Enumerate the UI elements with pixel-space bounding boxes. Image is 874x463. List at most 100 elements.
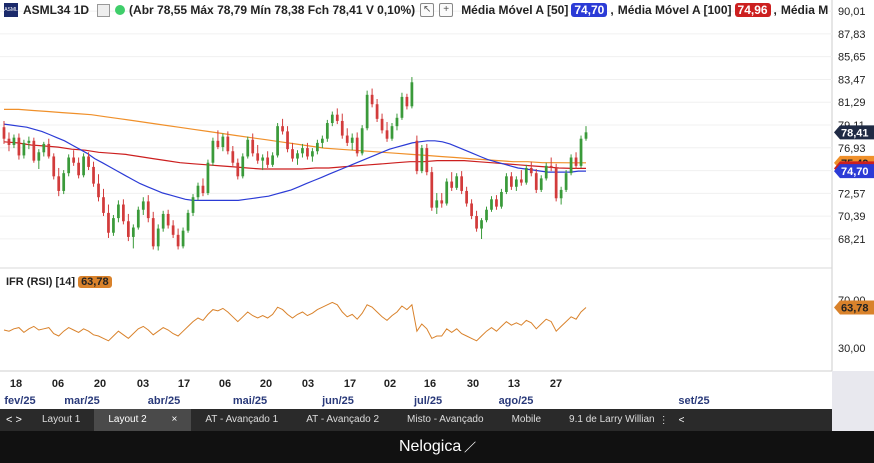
candle[interactable] bbox=[375, 98, 379, 122]
candle[interactable] bbox=[405, 93, 409, 110]
candle[interactable] bbox=[37, 149, 41, 170]
tab-misto-avancado[interactable]: Misto - Avançado bbox=[407, 414, 484, 425]
candle[interactable] bbox=[316, 139, 319, 155]
candle[interactable] bbox=[345, 128, 349, 147]
color-box-icon[interactable] bbox=[97, 3, 111, 17]
candle[interactable] bbox=[186, 209, 190, 233]
rsi-label[interactable]: IFR (RSI) [14] bbox=[6, 276, 76, 288]
candle[interactable] bbox=[450, 172, 454, 191]
candle[interactable] bbox=[67, 154, 71, 177]
candle[interactable] bbox=[564, 170, 568, 192]
candle[interactable] bbox=[524, 164, 528, 185]
more-icon[interactable]: ⋮ bbox=[658, 414, 669, 426]
tabs-next-icon[interactable]: < bbox=[678, 414, 685, 426]
candle[interactable] bbox=[510, 172, 513, 190]
candle[interactable] bbox=[400, 92, 404, 120]
candle[interactable] bbox=[539, 175, 543, 192]
candle[interactable] bbox=[330, 111, 334, 127]
candle[interactable] bbox=[62, 170, 66, 195]
candle[interactable] bbox=[176, 228, 180, 250]
candle[interactable] bbox=[221, 133, 225, 152]
cursor-tool-icon[interactable]: ↖ bbox=[420, 3, 435, 17]
ma-extra-label[interactable]: Média M bbox=[780, 3, 829, 17]
candle[interactable] bbox=[485, 206, 488, 223]
candle[interactable] bbox=[311, 148, 314, 162]
candle[interactable] bbox=[2, 120, 6, 144]
candle[interactable] bbox=[231, 146, 235, 166]
candle[interactable] bbox=[102, 188, 105, 217]
candle[interactable] bbox=[17, 133, 21, 160]
candle[interactable] bbox=[32, 137, 36, 163]
candle[interactable] bbox=[47, 138, 51, 159]
candle[interactable] bbox=[325, 119, 329, 142]
candle[interactable] bbox=[549, 157, 553, 172]
candle[interactable] bbox=[156, 224, 160, 251]
candle[interactable] bbox=[534, 169, 538, 194]
tab-layout-2[interactable]: Layout 2 × bbox=[94, 409, 192, 431]
candle[interactable] bbox=[201, 178, 205, 197]
candle[interactable] bbox=[206, 159, 210, 196]
candle[interactable] bbox=[216, 130, 220, 150]
ma100-line[interactable] bbox=[3, 141, 586, 170]
candle[interactable] bbox=[569, 154, 573, 176]
candle[interactable] bbox=[42, 141, 46, 157]
candle[interactable] bbox=[385, 121, 389, 142]
candle[interactable] bbox=[410, 77, 414, 109]
candle[interactable] bbox=[505, 173, 508, 195]
candle[interactable] bbox=[559, 186, 563, 205]
candle[interactable] bbox=[380, 113, 384, 134]
candle[interactable] bbox=[266, 151, 270, 168]
candle[interactable] bbox=[370, 88, 374, 108]
candle[interactable] bbox=[57, 167, 61, 197]
candle[interactable] bbox=[276, 123, 279, 158]
candle[interactable] bbox=[191, 194, 195, 217]
candle[interactable] bbox=[7, 132, 11, 152]
candle[interactable] bbox=[82, 153, 85, 178]
candle[interactable] bbox=[395, 113, 399, 131]
candle[interactable] bbox=[335, 108, 339, 125]
candle[interactable] bbox=[271, 152, 274, 167]
candle[interactable] bbox=[291, 142, 294, 162]
candle[interactable] bbox=[320, 135, 324, 149]
tab-scroll-left-button[interactable]: < > bbox=[0, 414, 28, 426]
candle[interactable] bbox=[286, 126, 289, 153]
candle[interactable] bbox=[455, 173, 459, 190]
candle[interactable] bbox=[12, 134, 16, 149]
candle[interactable] bbox=[435, 193, 439, 214]
ma50-label[interactable]: Média Móvel A [50] bbox=[461, 3, 569, 17]
candle[interactable] bbox=[415, 135, 419, 175]
candle[interactable] bbox=[27, 136, 31, 150]
candle[interactable] bbox=[430, 166, 434, 211]
candle[interactable] bbox=[296, 150, 299, 165]
tab-mobile[interactable]: Mobile bbox=[511, 414, 542, 425]
rsi-line[interactable] bbox=[3, 301, 587, 342]
candle[interactable] bbox=[171, 220, 175, 238]
candle[interactable] bbox=[146, 195, 150, 223]
candle[interactable] bbox=[519, 170, 523, 186]
candle[interactable] bbox=[136, 206, 140, 230]
candle[interactable] bbox=[161, 210, 165, 232]
candle[interactable] bbox=[460, 171, 464, 195]
close-icon[interactable]: × bbox=[171, 414, 178, 425]
candle[interactable] bbox=[52, 153, 56, 180]
tab-larry-williams[interactable]: 9.1 de Larry Willian bbox=[569, 414, 655, 425]
candle[interactable] bbox=[211, 137, 215, 166]
candle[interactable] bbox=[301, 143, 304, 158]
candle[interactable] bbox=[236, 158, 240, 180]
candle[interactable] bbox=[141, 197, 145, 215]
candle[interactable] bbox=[425, 143, 429, 176]
candle[interactable] bbox=[256, 144, 260, 164]
candle[interactable] bbox=[166, 209, 170, 229]
candle[interactable] bbox=[544, 162, 548, 181]
candle[interactable] bbox=[360, 125, 364, 156]
candle[interactable] bbox=[107, 204, 110, 238]
candle[interactable] bbox=[365, 90, 369, 131]
candle[interactable] bbox=[390, 123, 394, 141]
ma100-label[interactable]: Média Móvel A [100] bbox=[617, 3, 732, 17]
candle[interactable] bbox=[440, 193, 444, 208]
candle[interactable] bbox=[480, 218, 483, 240]
candle[interactable] bbox=[495, 195, 498, 210]
candle[interactable] bbox=[355, 132, 359, 157]
candle[interactable] bbox=[97, 174, 100, 202]
candle[interactable] bbox=[112, 214, 115, 236]
